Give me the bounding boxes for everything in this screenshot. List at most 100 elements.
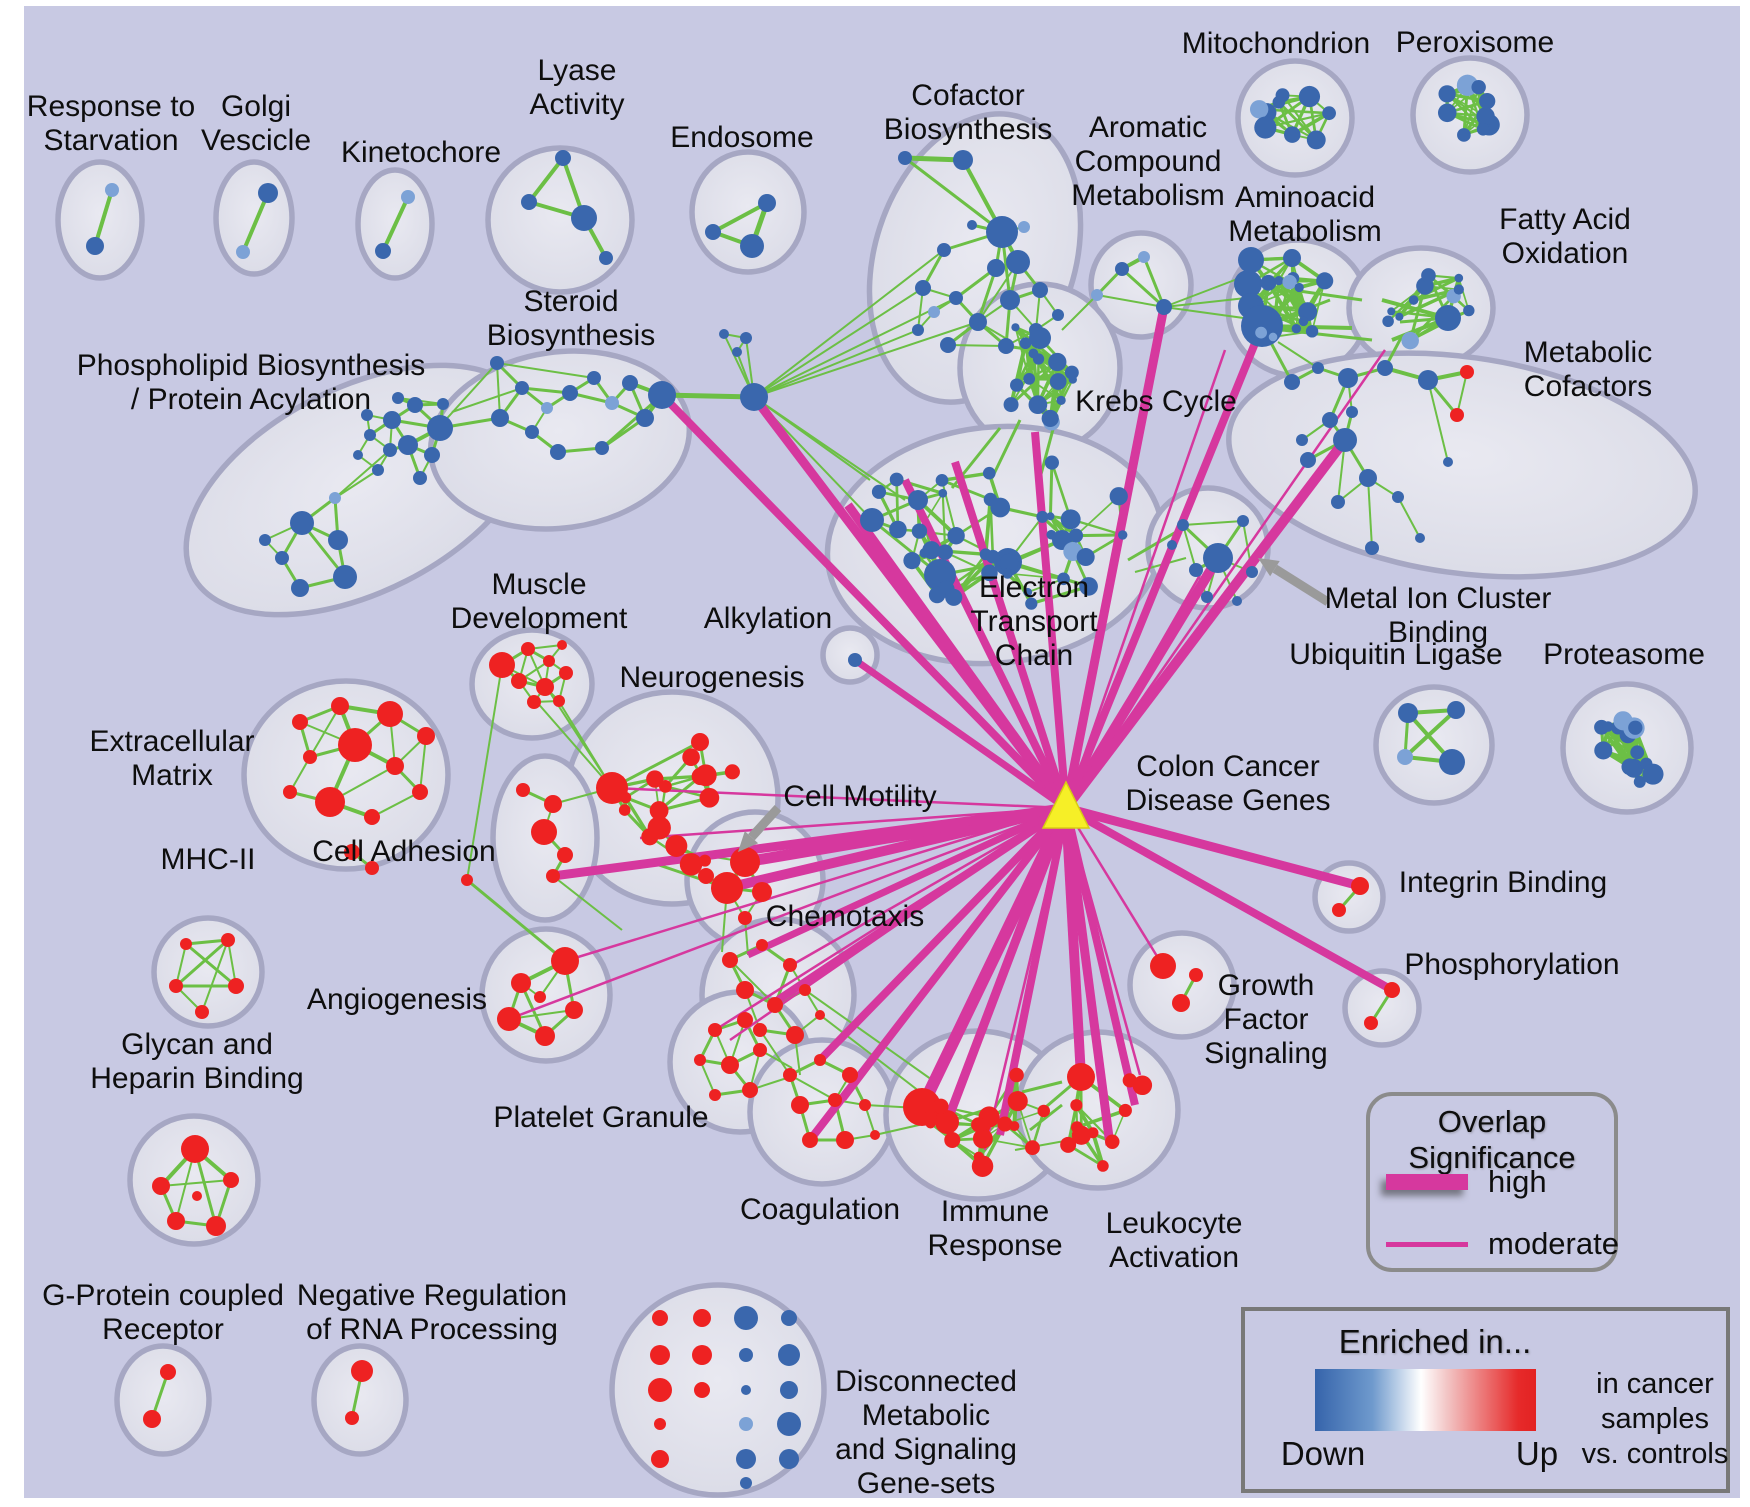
gene-set-node — [1238, 247, 1264, 273]
gene-set-node — [949, 291, 963, 305]
overlap-edge-high — [996, 807, 1070, 1136]
gene-set-node — [1032, 282, 1048, 298]
overlap-edge-high — [1062, 436, 1349, 812]
gene-set-node — [651, 1450, 669, 1468]
gene-set-node — [815, 1010, 825, 1020]
cluster-disconnected-gene-sets — [609, 1282, 827, 1498]
gene-set-node — [740, 332, 752, 344]
gene-set-node — [923, 1110, 937, 1125]
gene-set-node — [1003, 397, 1019, 413]
gene-set-node — [691, 733, 709, 751]
gene-set-node — [791, 1096, 809, 1114]
gene-set-node — [437, 398, 449, 410]
gene-set-node — [767, 997, 783, 1013]
gene-set-node — [315, 787, 345, 817]
gene-set-node — [971, 1117, 987, 1133]
gene-set-node — [345, 1411, 359, 1425]
gene-set-node — [1203, 543, 1233, 573]
overlap-edge-high — [775, 804, 1069, 1004]
gene-set-node — [694, 1382, 710, 1398]
high-significance-swatch — [1386, 1174, 1468, 1190]
gene-set-node — [740, 234, 764, 258]
gene-set-node — [511, 673, 527, 689]
gene-set-node — [1377, 360, 1393, 376]
gene-set-node — [1079, 577, 1098, 596]
enrichment-note: in cancer samples vs. controls — [1581, 1368, 1729, 1470]
gene-set-node — [619, 791, 632, 804]
label-golgi-vescicle: Golgi Vescicle — [200, 90, 312, 157]
gene-set-node — [694, 1054, 706, 1066]
overlap-edge-moderate — [1064, 807, 1165, 967]
gene-set-node — [928, 306, 940, 318]
gene-set-node — [1009, 1121, 1020, 1132]
gene-set-node — [969, 313, 987, 331]
gene-set-node — [682, 748, 700, 767]
gene-set-node — [1029, 327, 1051, 349]
gene-set-node — [1132, 1075, 1153, 1096]
gene-set-node — [1268, 332, 1278, 342]
gene-set-node — [928, 586, 946, 604]
cluster-negative-regulation-rna — [311, 1343, 409, 1457]
gene-set-node — [753, 1043, 767, 1057]
enrichment-color-gradient — [1315, 1369, 1536, 1431]
label-cofactor-biosynthesis: Cofactor Biosynthesis — [883, 79, 1053, 146]
overlap-edge-high — [1061, 807, 1115, 1146]
gene-set-node — [935, 1110, 959, 1134]
gene-set-node — [758, 194, 776, 212]
gene-set-node — [169, 979, 183, 993]
gene-set-node — [534, 991, 546, 1003]
gene-set-node — [599, 251, 613, 265]
label-steroid-biosynthesis: Steroid Biosynthesis — [486, 285, 656, 352]
gene-set-node — [461, 874, 473, 886]
gene-set-node — [105, 183, 119, 197]
gene-set-node — [935, 473, 949, 487]
gene-set-node — [1201, 591, 1213, 603]
label-metabolic-cofactors: Metabolic Cofactors — [1523, 336, 1653, 403]
gene-set-node — [998, 338, 1014, 354]
gene-set-node — [739, 1348, 753, 1362]
label-lyase-activity: Lyase Activity — [529, 54, 625, 121]
overlap-edge-high — [1062, 324, 1266, 810]
gene-set-node — [990, 497, 1011, 518]
cluster-metabolic-cofactors — [1226, 350, 1698, 580]
gene-set-node — [521, 194, 537, 210]
overlap-edge-high — [725, 803, 1068, 893]
moderate-significance-label: moderate — [1488, 1226, 1619, 1261]
gene-set-node — [1070, 1099, 1083, 1112]
gene-set-node — [527, 695, 541, 709]
gene-set-node — [694, 764, 717, 787]
gene-set-node — [1460, 365, 1474, 379]
cluster-glycan-heparin-binding — [127, 1113, 261, 1247]
gene-set-node — [871, 484, 887, 499]
gene-set-node — [1189, 563, 1203, 577]
overlap-edge-high — [659, 392, 1069, 811]
gene-set-node — [739, 1417, 753, 1431]
gene-set-node — [799, 984, 811, 996]
gene-set-node — [908, 490, 928, 510]
gene-set-node — [1453, 284, 1464, 295]
gene-set-node — [1167, 540, 1177, 550]
gene-set-node — [1046, 529, 1057, 540]
gene-set-node — [742, 1082, 758, 1098]
gene-set-node — [1476, 107, 1495, 126]
gene-set-node — [236, 245, 250, 259]
gene-set-node — [783, 958, 797, 972]
cluster-g-protein-coupled-receptor — [114, 1343, 212, 1457]
overlap-edge-high — [951, 460, 1070, 810]
gene-set-node — [412, 784, 428, 800]
label-g-protein-coupled-receptor: G-Protein coupled Receptor — [42, 1279, 284, 1346]
overlap-edge-high — [746, 804, 1068, 959]
gene-set-node — [1007, 1091, 1028, 1112]
gene-set-node — [752, 882, 772, 902]
gene-set-node — [553, 695, 565, 707]
gene-set-node — [870, 1130, 880, 1140]
gene-set-node — [1454, 273, 1464, 283]
label-endosome: Endosome — [670, 121, 814, 155]
gene-set-node — [986, 216, 1018, 248]
gene-set-node — [721, 1056, 739, 1074]
enriched-in-legend: Enriched in... Down Up in cancer samples… — [1241, 1307, 1730, 1493]
label-glycan-heparin-binding: Glycan and Heparin Binding — [90, 1028, 304, 1095]
label-aminoacid-metabolism: Aminoacid Metabolism — [1228, 181, 1382, 248]
enrichment-down-label: Down — [1280, 1435, 1366, 1472]
gene-set-node — [1438, 85, 1456, 103]
